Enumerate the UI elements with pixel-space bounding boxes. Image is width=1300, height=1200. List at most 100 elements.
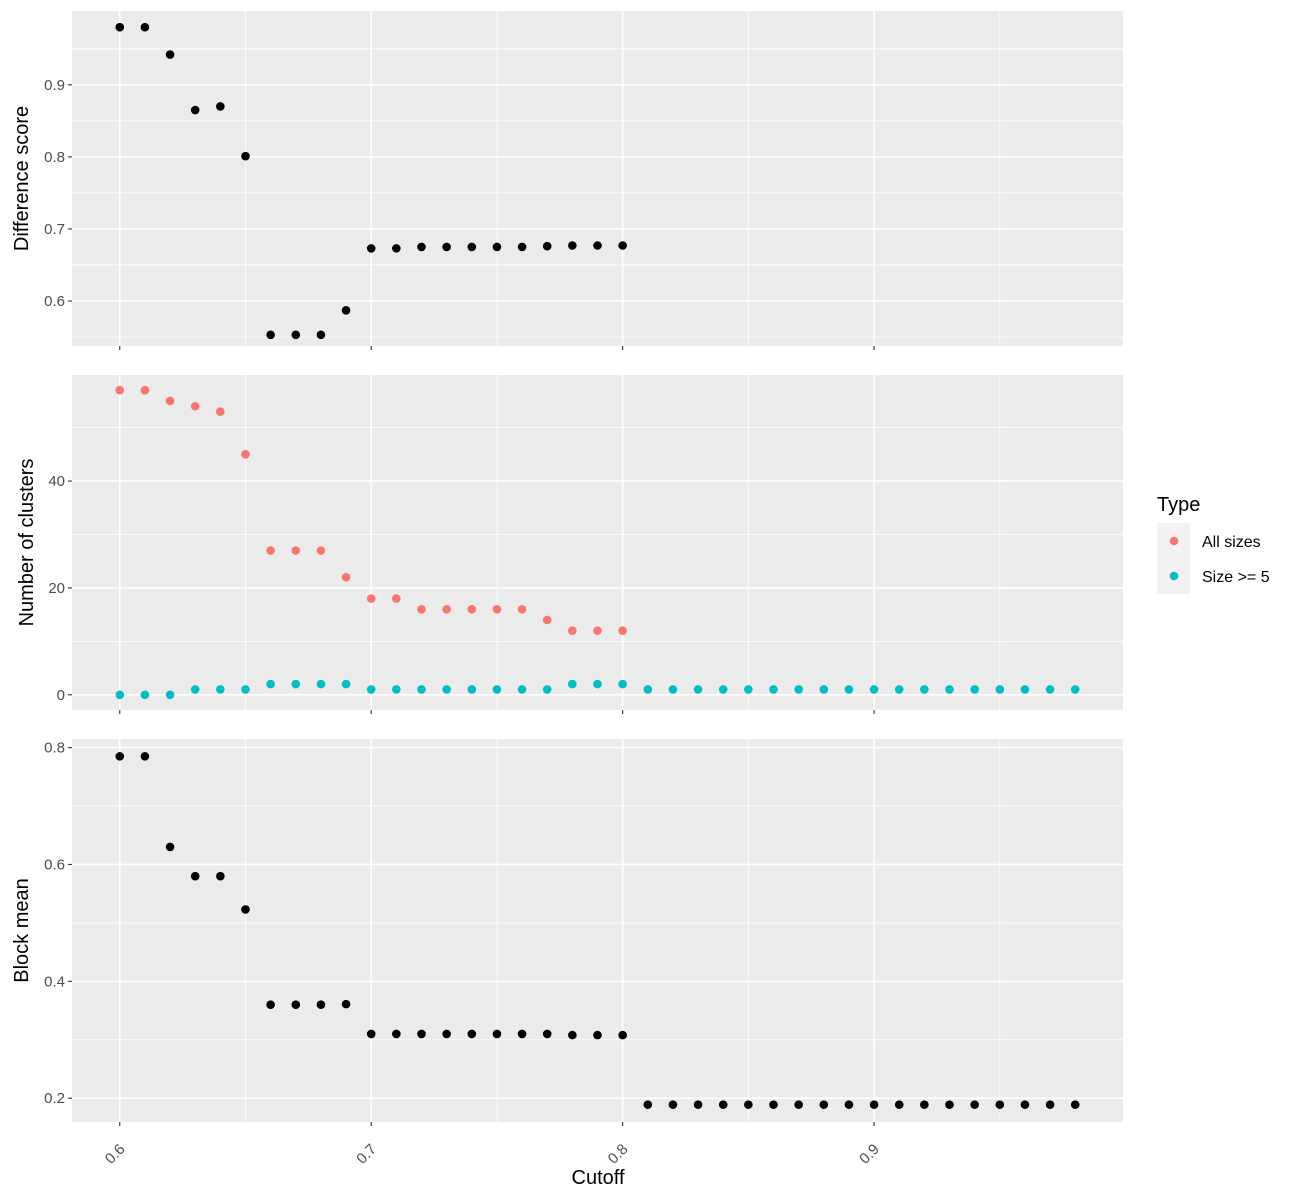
y-tick-label: 0.8	[44, 149, 65, 166]
y-tick-label: 0.4	[44, 973, 65, 990]
y-tick-label: 0.9	[44, 77, 65, 94]
data-point	[115, 385, 125, 395]
data-point	[1045, 685, 1055, 694]
data-point	[995, 685, 1005, 694]
data-point	[542, 241, 552, 251]
data-point	[693, 1100, 703, 1109]
data-point	[266, 679, 275, 689]
data-point	[190, 871, 200, 881]
series-2	[115, 679, 1080, 700]
data-point	[794, 1100, 803, 1109]
data-point	[366, 1029, 376, 1039]
data-point	[392, 685, 401, 694]
data-point	[643, 1100, 653, 1109]
series-1	[115, 752, 1080, 1109]
data-point	[618, 626, 627, 635]
data-point	[115, 752, 125, 761]
data-point	[341, 999, 351, 1009]
data-point	[1020, 1100, 1030, 1109]
y-tick-label: 0.8	[44, 740, 65, 757]
data-point	[266, 330, 275, 340]
data-point	[241, 151, 250, 161]
data-point	[844, 1100, 854, 1109]
data-point	[568, 241, 577, 250]
plot-panels: 0.6 0.7 0.8 0.9 Difference score 0 20 40 Number …	[11, 11, 1123, 1168]
y-tick-label: 0	[57, 687, 65, 704]
data-point	[467, 604, 477, 614]
data-point	[316, 1000, 326, 1010]
data-point	[291, 679, 301, 689]
series-1	[115, 385, 627, 635]
data-point	[266, 546, 275, 555]
data-point	[593, 626, 602, 635]
data-point	[593, 679, 602, 689]
data-point	[241, 450, 250, 459]
y-tick-label: 20	[48, 580, 65, 597]
panel-2: 0 20 40 Number of clusters	[16, 375, 1123, 714]
y-tick-label: 0.6	[44, 856, 65, 873]
data-point	[216, 407, 225, 416]
data-point	[216, 102, 225, 111]
data-point	[668, 1100, 678, 1109]
data-point	[618, 679, 627, 689]
data-point	[844, 685, 854, 694]
data-point	[492, 1029, 502, 1039]
data-point	[1020, 685, 1030, 694]
legend-label-all-sizes: All sizes	[1202, 534, 1261, 551]
data-point	[542, 615, 552, 625]
x-tick-label: 0.8	[605, 1141, 632, 1168]
data-point	[190, 685, 200, 694]
legend-key-size-5	[1169, 571, 1179, 581]
data-point	[794, 685, 803, 694]
data-point	[492, 242, 502, 252]
data-point	[341, 572, 351, 582]
data-point	[291, 546, 301, 555]
data-point	[945, 685, 954, 694]
data-point	[920, 685, 929, 694]
data-point	[894, 685, 904, 694]
data-point	[291, 330, 301, 340]
x-tick-label: 0.7	[353, 1141, 380, 1168]
data-point	[920, 1100, 929, 1109]
data-point	[190, 105, 200, 115]
data-point	[718, 685, 728, 694]
data-point	[216, 685, 225, 694]
data-point	[542, 685, 552, 694]
data-point	[593, 241, 602, 250]
data-point	[819, 1100, 829, 1109]
legend-key-all-sizes	[1169, 536, 1179, 546]
data-point	[165, 690, 175, 700]
data-point	[467, 242, 477, 252]
data-point	[417, 685, 426, 694]
data-point	[568, 1030, 577, 1040]
data-point	[366, 244, 376, 253]
data-point	[316, 679, 326, 689]
data-point	[517, 604, 527, 614]
data-point	[618, 1030, 627, 1040]
data-point	[316, 330, 326, 340]
data-point	[392, 594, 401, 603]
data-point	[190, 401, 200, 411]
data-point	[718, 1100, 728, 1109]
data-point	[744, 685, 753, 694]
x-tick-label: 0.6	[102, 1141, 129, 1168]
data-point	[442, 685, 451, 694]
data-point	[492, 604, 502, 614]
legend-title: Type	[1157, 494, 1200, 516]
y-tick-label: 40	[48, 473, 65, 490]
legend-key-background	[1157, 523, 1190, 594]
data-point	[668, 685, 678, 694]
data-point	[140, 690, 150, 700]
y-tick-label: 0.7	[44, 221, 65, 238]
x-axis-title: Cutoff	[572, 1167, 625, 1189]
data-point	[1045, 1100, 1055, 1109]
data-point	[744, 1100, 753, 1109]
data-point	[291, 1000, 301, 1010]
data-point	[266, 1000, 275, 1010]
y-axis-title: Difference score	[11, 106, 33, 251]
data-point	[392, 1029, 401, 1039]
panel-1: 0.6 0.7 0.8 0.9 Difference score	[11, 11, 1123, 350]
data-point	[467, 685, 477, 694]
data-point	[140, 385, 150, 395]
data-point	[517, 1029, 527, 1039]
